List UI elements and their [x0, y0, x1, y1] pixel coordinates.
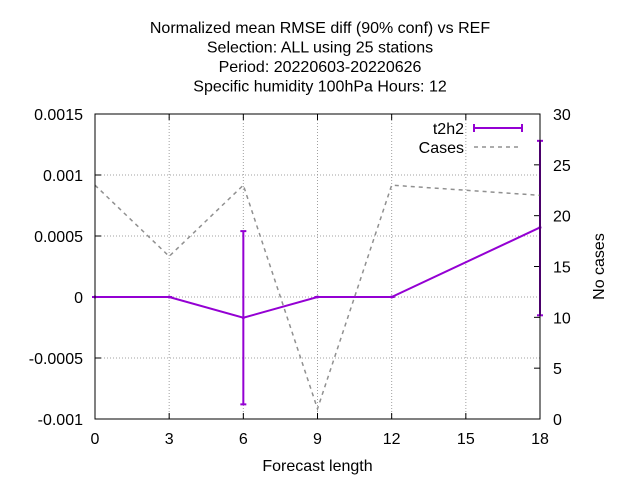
y-tick-label: 0.0015 — [34, 107, 83, 124]
y2-axis-label: No cases — [591, 233, 608, 300]
legend: t2h2 Cases — [419, 121, 523, 157]
x-tick-label: 12 — [383, 431, 401, 448]
x-tick-label: 3 — [165, 431, 174, 448]
title-line: Normalized mean RMSE diff (90% conf) vs … — [150, 20, 490, 37]
error-bar — [240, 230, 247, 406]
y-tick-label: 0.0005 — [34, 229, 83, 246]
data-point — [316, 295, 319, 299]
y2-tick-label: 0 — [553, 412, 562, 429]
legend-swatch-t2h2 — [473, 124, 523, 132]
x-tick-label: 0 — [91, 431, 100, 448]
y-tick-label: -0.0005 — [29, 351, 83, 368]
title-line: Specific humidity 100hPa Hours: 12 — [193, 79, 447, 96]
title-line: Period: 20220603-20220626 — [219, 59, 422, 76]
data-point — [241, 316, 245, 320]
x-tick-label: 9 — [313, 431, 322, 448]
data-point — [167, 295, 171, 299]
x-tick-label: 18 — [531, 431, 549, 448]
error-bar — [388, 295, 395, 299]
chart-title: Normalized mean RMSE diff (90% conf) vs … — [150, 20, 490, 96]
error-bar — [314, 295, 321, 299]
y2-tick-label: 10 — [553, 310, 571, 327]
plot-series — [92, 139, 543, 412]
y2-tick-label: 25 — [553, 158, 571, 175]
x-tick-label: 15 — [457, 431, 475, 448]
y-tick-label: 0.001 — [43, 168, 83, 185]
y2-tick-label: 30 — [553, 107, 571, 124]
x-axis: 0 3 6 9 12 15 18 — [91, 114, 549, 448]
grid — [95, 114, 540, 419]
data-point — [390, 295, 394, 299]
y2-tick-label: 20 — [553, 209, 571, 226]
y-tick-label: -0.001 — [38, 412, 83, 429]
y2-tick-label: 15 — [553, 260, 571, 277]
series-line-cases — [94, 183, 541, 412]
y2-axis: 0 5 10 15 20 25 30 — [534, 107, 571, 429]
y2-tick-label: 5 — [553, 361, 562, 378]
series-line-t2h2 — [95, 226, 541, 319]
x-axis-label: Forecast length — [262, 458, 372, 475]
y-tick-label: 0 — [74, 290, 83, 307]
legend-label: t2h2 — [433, 121, 464, 138]
x-tick-label: 6 — [239, 431, 248, 448]
title-line: Selection: ALL using 25 stations — [207, 40, 433, 57]
legend-label: Cases — [419, 140, 464, 157]
plot-frame — [94, 113, 541, 420]
error-bar — [166, 295, 173, 299]
y-axis: -0.001 -0.0005 0 0.0005 0.001 0.0015 — [29, 107, 101, 429]
